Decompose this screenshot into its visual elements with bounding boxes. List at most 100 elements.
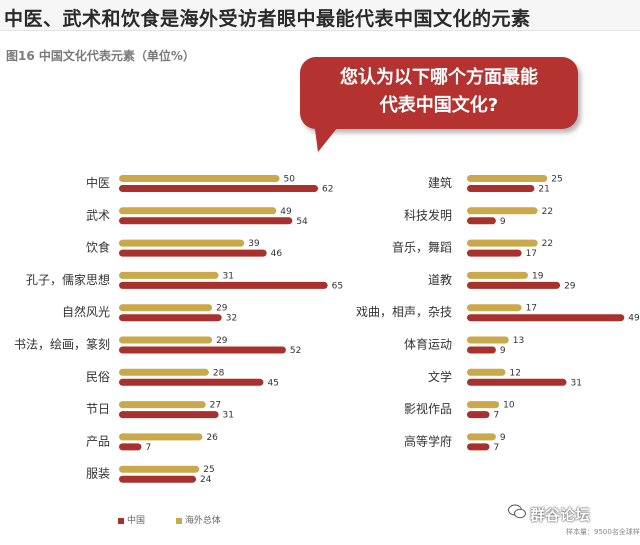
right-bar-china	[467, 378, 567, 386]
right-value-label-overseas: 22	[542, 207, 553, 217]
left-value-label-overseas: 28	[213, 368, 225, 378]
figure-label: 图16 中国文化代表元素（单位%）	[6, 49, 195, 63]
right-bar-overseas	[467, 401, 500, 409]
question-line-2: 代表中国文化?	[379, 95, 499, 116]
left-value-label-china: 46	[271, 249, 283, 259]
left-bar-china	[119, 185, 319, 192]
right-bar-china	[467, 249, 522, 257]
right-category-label: 体育运动	[404, 337, 452, 352]
left-bar-china	[119, 378, 264, 386]
left-bar-overseas	[119, 336, 213, 344]
left-value-label-overseas: 26	[206, 433, 218, 443]
left-value-label-china: 54	[296, 217, 308, 227]
left-bar-china	[119, 314, 222, 322]
right-value-label-china: 9	[500, 346, 506, 356]
question-bubble-tail	[314, 122, 342, 152]
right-category-label: 道教	[428, 272, 452, 287]
left-category-label: 饮食	[86, 240, 110, 255]
legend-swatch-overseas	[175, 517, 182, 524]
left-bar-overseas	[119, 271, 219, 279]
wechat-icon	[508, 504, 526, 519]
left-category-label: 自然风光	[62, 304, 110, 319]
left-category-label: 民俗	[86, 370, 110, 384]
left-value-label-china: 24	[200, 475, 212, 485]
right-value-label-overseas: 17	[526, 304, 537, 314]
right-category-label: 音乐，舞蹈	[392, 240, 452, 255]
left-value-label-china: 31	[223, 411, 234, 421]
right-value-label-overseas: 19	[532, 271, 544, 281]
right-value-label-china: 9	[500, 217, 506, 227]
left-bar-overseas	[119, 175, 280, 182]
left-bar-overseas	[119, 465, 200, 473]
right-bar-overseas	[467, 271, 528, 279]
right-bar-overseas	[467, 433, 496, 441]
left-bar-china	[119, 411, 219, 419]
title-bar: 中医、武术和饮食是海外受访者眼中最能代表中国文化的元素	[0, 0, 640, 31]
sample-note: 样本量：9500名全球样本	[566, 528, 640, 536]
right-value-label-overseas: 13	[513, 336, 524, 346]
right-category-label: 文学	[428, 369, 452, 384]
right-bar-china	[467, 443, 490, 451]
right-value-label-overseas: 25	[551, 175, 562, 185]
right-bar-overseas	[467, 304, 522, 312]
left-category-label: 武术	[86, 208, 110, 222]
left-bar-china	[119, 281, 328, 289]
legend-item-china: 中国	[118, 516, 145, 526]
left-bar-overseas	[119, 207, 277, 215]
legend-item-overseas: 海外总体	[175, 516, 221, 526]
left-bar-china	[119, 443, 142, 451]
right-value-label-china: 7	[493, 411, 499, 421]
left-category-label: 节日	[86, 402, 110, 416]
left-value-label-overseas: 25	[203, 465, 214, 475]
right-bar-china	[467, 185, 535, 192]
right-bar-overseas	[467, 175, 548, 182]
left-value-label-china: 45	[267, 378, 278, 388]
right-bar-china	[467, 217, 496, 225]
left-category-label: 中医	[86, 175, 110, 190]
right-bar-china	[467, 411, 490, 419]
left-value-label-overseas: 49	[280, 207, 292, 217]
left-bar-overseas	[119, 304, 213, 312]
left-bar-overseas	[119, 433, 203, 441]
right-value-label-china: 17	[526, 249, 537, 259]
left-bar-china	[119, 346, 286, 354]
legend-label-china: 中国	[127, 516, 146, 526]
page-title: 中医、武术和饮食是海外受访者眼中最能代表中国文化的元素	[4, 8, 531, 30]
left-value-label-overseas: 31	[223, 271, 234, 281]
left-value-label-china: 32	[226, 314, 237, 324]
left-category-label: 孔子，儒家思想	[26, 272, 110, 287]
right-category-label: 科技发明	[404, 207, 452, 222]
question-line-1: 您认为以下哪个方面最能	[340, 67, 538, 88]
left-bar-china	[119, 217, 293, 225]
right-value-label-china: 7	[493, 443, 499, 453]
left-value-label-china: 7	[145, 443, 151, 453]
chart-legend: 中国 海外总体	[118, 513, 249, 526]
left-category-label: 服装	[86, 467, 110, 481]
right-bar-overseas	[467, 368, 506, 376]
right-bar-overseas	[467, 239, 538, 247]
left-value-label-china: 62	[322, 185, 333, 195]
right-value-label-china: 31	[571, 378, 582, 388]
legend-swatch-china	[118, 517, 124, 524]
right-bar-china	[467, 314, 625, 322]
left-value-label-china: 65	[332, 281, 343, 291]
left-bar-overseas	[119, 239, 245, 247]
right-value-label-overseas: 22	[542, 239, 553, 249]
right-value-label-china: 29	[564, 281, 576, 291]
right-bar-china	[467, 346, 496, 354]
right-value-label-overseas: 12	[510, 368, 521, 378]
question-bubble	[300, 57, 578, 129]
right-category-label: 建筑	[428, 175, 452, 190]
left-bar-china	[119, 475, 197, 483]
watermark: 群谷论坛	[530, 506, 591, 524]
left-bar-china	[119, 249, 267, 257]
left-value-label-overseas: 29	[216, 304, 228, 314]
left-value-label-overseas: 39	[248, 239, 260, 249]
question-bubble-text: 您认为以下哪个方面最能 代表中国文化?	[300, 64, 578, 120]
right-value-label-overseas: 10	[503, 401, 515, 411]
left-value-label-overseas: 50	[284, 175, 296, 185]
left-bar-overseas	[119, 368, 209, 376]
left-bar-overseas	[119, 401, 206, 409]
right-bar-overseas	[467, 207, 538, 215]
